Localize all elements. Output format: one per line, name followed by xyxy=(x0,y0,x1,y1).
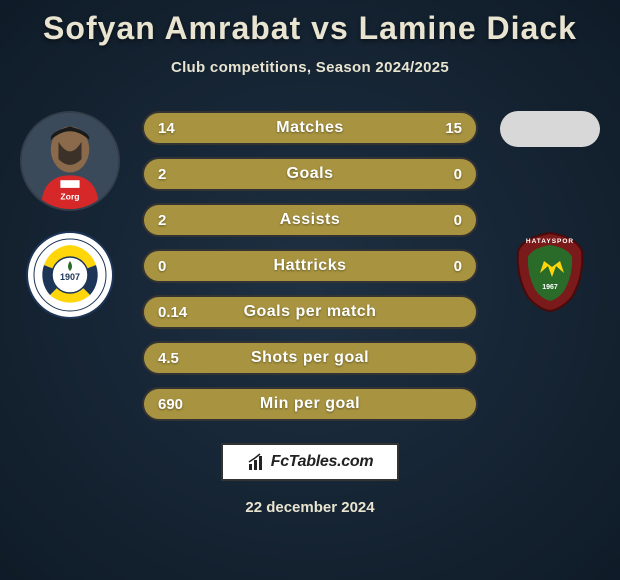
date-text: 22 december 2024 xyxy=(10,499,610,516)
fenerbahce-badge-icon: 1907 xyxy=(26,231,114,319)
stat-left-value: 4.5 xyxy=(158,350,218,367)
stat-label: Goals xyxy=(287,165,334,183)
svg-text:HATAYSPOR: HATAYSPOR xyxy=(526,238,574,245)
chart-icon xyxy=(247,452,267,472)
right-player-column: HATAYSPOR 1967 xyxy=(490,111,610,315)
comparison-title: Sofyan Amrabat vs Lamine Diack xyxy=(10,10,610,47)
stat-right-value: 0 xyxy=(402,258,462,275)
right-player-photo-empty xyxy=(500,111,600,147)
stat-label: Goals per match xyxy=(244,303,377,321)
stat-left-value: 2 xyxy=(158,166,218,183)
stat-left-value: 2 xyxy=(158,212,218,229)
stat-row: 2 Goals 0 xyxy=(142,157,478,191)
hatayspor-badge-icon: HATAYSPOR 1967 xyxy=(506,227,594,315)
left-player-column: Zorg 1907 xyxy=(10,111,130,319)
stat-left-value: 0.14 xyxy=(158,304,218,321)
player-avatar-icon: Zorg xyxy=(22,113,118,209)
stat-row: 2 Assists 0 xyxy=(142,203,478,237)
footer-brand-badge[interactable]: FcTables.com xyxy=(221,443,399,481)
left-club-badge: 1907 xyxy=(26,231,114,319)
stat-label: Shots per goal xyxy=(251,349,369,367)
stat-left-value: 0 xyxy=(158,258,218,275)
stat-label: Matches xyxy=(276,119,344,137)
left-player-photo: Zorg xyxy=(20,111,120,211)
right-club-badge: HATAYSPOR 1967 xyxy=(506,227,594,315)
svg-text:1907: 1907 xyxy=(60,272,80,282)
svg-text:1967: 1967 xyxy=(542,284,558,291)
subtitle: Club competitions, Season 2024/2025 xyxy=(10,59,610,76)
stat-left-value: 690 xyxy=(158,396,218,413)
stat-left-value: 14 xyxy=(158,120,218,137)
footer-brand-text: FcTables.com xyxy=(271,453,374,471)
stats-column: 14 Matches 15 2 Goals 0 2 Assists 0 0 Ha… xyxy=(130,111,490,421)
stat-right-value: 15 xyxy=(402,120,462,137)
stat-right-value: 0 xyxy=(402,166,462,183)
stat-row: 0.14 Goals per match xyxy=(142,295,478,329)
stat-label: Min per goal xyxy=(260,395,360,413)
stat-label: Assists xyxy=(280,211,340,229)
stat-row: 0 Hattricks 0 xyxy=(142,249,478,283)
stat-label: Hattricks xyxy=(274,257,347,275)
svg-text:Zorg: Zorg xyxy=(60,191,79,201)
stat-right-value: 0 xyxy=(402,212,462,229)
stat-row: 690 Min per goal xyxy=(142,387,478,421)
stat-row: 4.5 Shots per goal xyxy=(142,341,478,375)
stat-row: 14 Matches 15 xyxy=(142,111,478,145)
